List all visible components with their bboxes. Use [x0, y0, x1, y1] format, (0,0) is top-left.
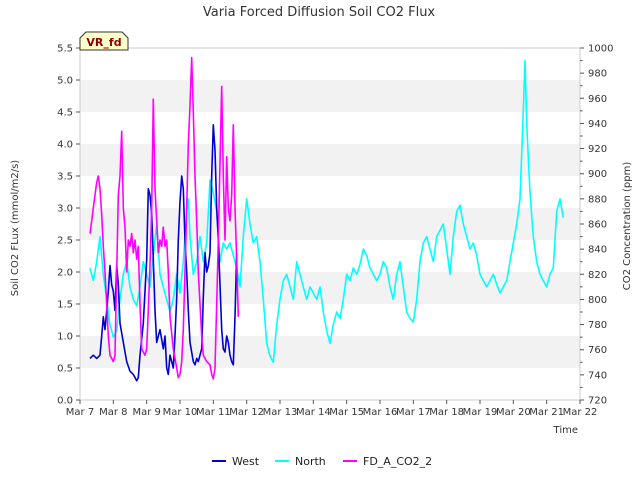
x-axis-label: Time — [553, 425, 578, 436]
y-tick-label: 3.0 — [57, 204, 73, 215]
y-tick-label: 4.0 — [57, 140, 73, 151]
y-right-tick-label: 940 — [588, 119, 607, 130]
y-right-tick-label: 960 — [588, 94, 607, 105]
y-right-axis-label: CO2 Concentration (ppm) — [622, 162, 633, 291]
x-tick-label: Mar 13 — [263, 407, 298, 418]
y-right-tick-label: 840 — [588, 245, 607, 256]
legend-label: West — [232, 455, 260, 468]
series-line-fd-a-co2-2 — [89, 56, 240, 380]
x-tick-label: Mar 15 — [329, 407, 364, 418]
x-tick-label: Mar 21 — [529, 407, 564, 418]
x-tick-label: Mar 9 — [132, 407, 160, 418]
y-right-tick-label: 980 — [588, 69, 607, 80]
x-tick-label: Mar 19 — [463, 407, 498, 418]
legend-label: North — [295, 455, 326, 468]
x-tick-label: Mar 16 — [363, 407, 398, 418]
y-right-tick-label: 780 — [588, 320, 607, 331]
y-tick-label: 2.5 — [57, 236, 73, 247]
grid-bands — [80, 80, 580, 368]
chart-title: Varia Forced Diffusion Soil CO2 Flux — [203, 5, 436, 20]
y-right-tick-label: 860 — [588, 220, 607, 231]
x-tick-label: Mar 11 — [196, 407, 231, 418]
y-axis-ticks: 0.0 0.5 1.0 1.5 2.0 2.5 3.0 3.5 4.0 4.5 5.0 5.5 — [57, 44, 80, 407]
series-layer — [89, 56, 565, 382]
y-right-tick-label: 900 — [588, 169, 607, 180]
y-right-tick-label: 740 — [588, 370, 607, 381]
y-tick-label: 5.5 — [57, 44, 73, 55]
x-tick-label: Mar 10 — [163, 407, 198, 418]
y-right-tick-label: 720 — [588, 396, 607, 407]
badge-label: VR_fd — [86, 36, 121, 49]
y-right-axis-ticks: 720 740 760 780 800 820 840 860 880 900 920 940 960 9… — [580, 44, 613, 407]
y-right-tick-label: 880 — [588, 194, 607, 205]
y-right-tick-label: 1000 — [588, 44, 613, 55]
x-tick-label: Mar 18 — [429, 407, 464, 418]
badge: VR_fd — [79, 31, 129, 51]
x-tick-label: Mar 8 — [99, 407, 127, 418]
badge-shape — [79, 31, 129, 51]
y-right-tick-label: 800 — [588, 295, 607, 306]
y-tick-label: 0.5 — [57, 364, 73, 375]
x-tick-label: Mar 20 — [496, 407, 531, 418]
x-tick-label: Mar 14 — [296, 407, 331, 418]
y-tick-label: 4.5 — [57, 108, 73, 119]
y-right-tick-label: 920 — [588, 144, 607, 155]
y-right-tick-label: 760 — [588, 345, 607, 356]
y-tick-label: 1.0 — [57, 332, 73, 343]
x-tick-label: Mar 17 — [396, 407, 431, 418]
x-tick-label: Mar 22 — [563, 407, 598, 418]
y-tick-label: 1.5 — [57, 300, 73, 311]
legend-label: FD_A_CO2_2 — [363, 455, 432, 468]
y-tick-label: 0.0 — [57, 396, 73, 407]
grid-band — [80, 80, 580, 112]
legend: West North FD_A_CO2_2 — [212, 455, 432, 468]
y-tick-label: 3.5 — [57, 172, 73, 183]
y-tick-label: 5.0 — [57, 76, 73, 87]
y-tick-label: 2.0 — [57, 268, 73, 279]
x-tick-label: Mar 12 — [229, 407, 264, 418]
x-tick-label: Mar 7 — [66, 407, 94, 418]
y-axis-label: Soil CO2 FLux (mmol/m2/s) — [10, 160, 21, 297]
grid-band — [80, 144, 580, 176]
y-right-tick-label: 820 — [588, 270, 607, 281]
